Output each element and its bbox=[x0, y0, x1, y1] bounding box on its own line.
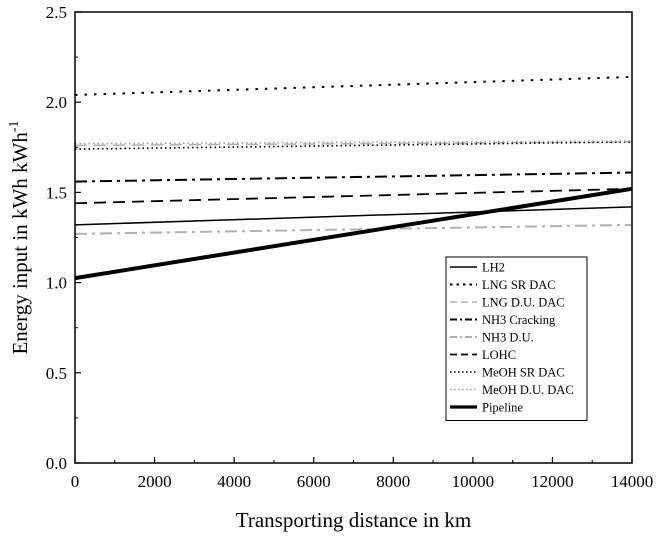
x-tick-label: 2000 bbox=[138, 472, 172, 491]
legend-item: LOHC bbox=[450, 348, 516, 362]
series-line-meoh-sr-dac bbox=[74, 141, 633, 150]
legend-label: MeOH D.U. DAC bbox=[482, 383, 574, 397]
legend-item: NH3 D.U. bbox=[450, 331, 534, 345]
y-tick-label: 1.0 bbox=[46, 274, 67, 293]
series-layer bbox=[74, 75, 633, 281]
y-tick-label: 0.0 bbox=[46, 454, 67, 473]
legend-label: NH3 D.U. bbox=[482, 331, 534, 345]
legend-label: LNG D.U. DAC bbox=[482, 296, 565, 310]
x-tick-label: 4000 bbox=[217, 472, 251, 491]
axis-ticks bbox=[74, 11, 633, 464]
legend-items: LH2 LNG SR DAC LNG D.U. DAC NH3 Cracking NH3… bbox=[450, 261, 574, 415]
legend-item: LNG D.U. DAC bbox=[450, 296, 565, 310]
x-tick-label: 14000 bbox=[611, 472, 654, 491]
series-line-lh2 bbox=[74, 206, 633, 226]
series-line-meoh-d-u-dac bbox=[74, 140, 633, 145]
legend-label: Pipeline bbox=[482, 401, 523, 415]
legend-label: NH3 Cracking bbox=[482, 313, 556, 327]
series-line-nh3-cracking bbox=[74, 171, 633, 183]
y-axis-title-main: Energy input in kWh kWh bbox=[8, 132, 32, 355]
series-line-pipeline bbox=[74, 186, 633, 281]
y-tick-label: 1.5 bbox=[46, 183, 67, 202]
legend-label: LOHC bbox=[482, 348, 516, 362]
legend-item: MeOH SR DAC bbox=[450, 366, 565, 380]
y-tick-label: 0.5 bbox=[46, 364, 67, 383]
y-axis-title: Energy input in kWh kWh-1 bbox=[7, 120, 32, 354]
legend-label: LNG SR DAC bbox=[482, 278, 556, 292]
y-tick-label: 2.5 bbox=[46, 3, 67, 22]
x-tick-label: 0 bbox=[71, 472, 80, 491]
x-tick-label: 10000 bbox=[452, 472, 495, 491]
legend-item: LNG SR DAC bbox=[450, 278, 556, 292]
x-tick-label: 8000 bbox=[376, 472, 410, 491]
legend-item: Pipeline bbox=[450, 401, 523, 415]
legend-label: LH2 bbox=[482, 261, 505, 275]
x-tick-label: 12000 bbox=[531, 472, 574, 491]
legend: LH2 LNG SR DAC LNG D.U. DAC NH3 Cracking NH3… bbox=[445, 256, 588, 421]
legend-item: NH3 Cracking bbox=[450, 313, 556, 327]
y-tick-label: 2.0 bbox=[46, 93, 67, 112]
legend-item: MeOH D.U. DAC bbox=[450, 383, 574, 397]
series-line-lohc bbox=[74, 187, 633, 205]
legend-item: LH2 bbox=[450, 261, 505, 275]
legend-label: MeOH SR DAC bbox=[482, 366, 565, 380]
x-axis-title: Transporting distance in km bbox=[236, 508, 471, 532]
series-line-nh3-d-u bbox=[74, 223, 633, 235]
x-tick-label: 6000 bbox=[297, 472, 331, 491]
y-axis-title-superscript: -1 bbox=[7, 120, 22, 132]
axis-tick-labels: 0 2000 4000 6000 8000 10000 12000 14000 0.0 0.5 1.… bbox=[46, 3, 654, 491]
